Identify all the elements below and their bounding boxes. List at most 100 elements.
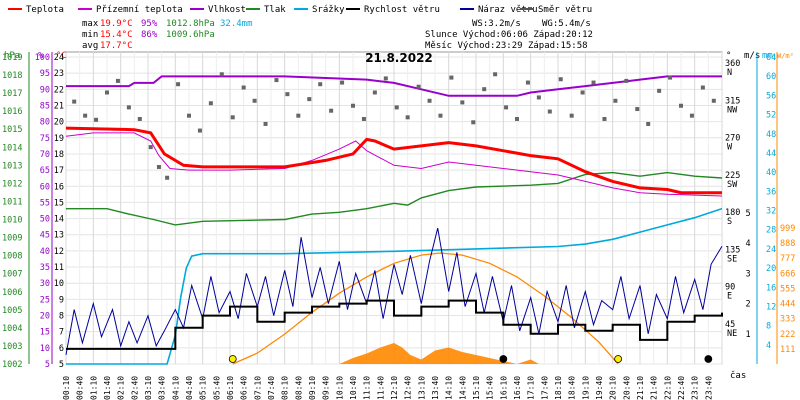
x-tick-label: 22:10: [663, 376, 672, 400]
axis-temp-tick: 5: [59, 360, 64, 370]
wind-dir-point: [394, 105, 399, 110]
axis-pct-tick: 65: [40, 166, 50, 176]
legend-label: Vlhkost: [208, 5, 246, 15]
axis-dir-name: SW: [727, 180, 738, 190]
axis-hpa-tick: 1012: [2, 179, 22, 189]
axis-temp-tick: 15: [54, 198, 64, 208]
sun-marker: [228, 355, 237, 363]
sun-marker: [614, 355, 623, 363]
axis-pct-tick: 50: [40, 215, 50, 225]
wind-dir-point: [137, 116, 142, 121]
wind-dir-point: [613, 98, 618, 103]
x-tick-label: 05:10: [199, 376, 208, 400]
wind-dir-point: [105, 90, 109, 95]
axis-hpa-tick: 1002: [2, 360, 22, 370]
axis-mm-tick: 36: [766, 187, 776, 197]
axis-wm2-label: W/m²: [777, 52, 794, 60]
wind-dir-point: [525, 80, 530, 85]
axis-wm2-tick: 777: [780, 254, 795, 264]
axis-wm2-tick: 333: [780, 315, 795, 325]
axis-dir-name: NE: [727, 329, 737, 339]
x-tick-label: 01:10: [89, 376, 98, 400]
axis-pct-tick: 10: [40, 344, 50, 354]
x-tick-label: 09:40: [322, 376, 331, 400]
axis-hpa-tick: 1013: [2, 161, 22, 171]
x-tick-label: 08:40: [294, 376, 303, 400]
x-tick-label: 03:40: [158, 376, 167, 400]
wind-dir-point: [427, 98, 432, 103]
wind-dir-point: [296, 113, 301, 118]
wind-dir-point: [165, 175, 170, 180]
wind-dir-point: [482, 87, 487, 92]
axis-pct-tick: 40: [40, 247, 50, 257]
x-axis-label: čas: [730, 370, 746, 381]
stat-avg-label: avg: [82, 41, 98, 51]
axis-hpa-tick: 1003: [2, 342, 22, 352]
axis-dir-name: W: [727, 143, 733, 153]
wind-dir-point: [711, 98, 716, 103]
wind-dir-point: [471, 120, 476, 125]
axis-pct-tick: 25: [40, 295, 50, 305]
x-tick-label: 21:10: [636, 376, 645, 400]
wind-dir-point: [94, 117, 99, 122]
axis-hpa-tick: 1008: [2, 252, 22, 262]
wind-dir-point: [460, 100, 465, 105]
axis-temp-tick: 12: [54, 247, 64, 257]
axis-pct-tick: 90: [40, 85, 50, 95]
legend-label: Přízemní teplota: [96, 5, 183, 15]
x-tick-label: 20:40: [622, 376, 631, 400]
legend-label: Tlak: [264, 5, 286, 15]
axis-ms-tick: 3: [745, 269, 750, 279]
wind-dir-point: [438, 113, 443, 118]
moon-marker: [499, 355, 508, 363]
humidity-line: [66, 75, 722, 97]
axis-temp-tick: 6: [59, 344, 64, 354]
wind-dir-point: [340, 80, 345, 85]
x-tick-label: 11:40: [376, 376, 385, 400]
wind-gust-line: [65, 227, 723, 355]
stat-min-label: min: [82, 30, 98, 40]
x-tick-label: 14:40: [458, 376, 467, 400]
axis-hpa-tick: 1010: [2, 216, 22, 226]
wind-dir-point: [252, 98, 257, 103]
x-tick-label: 03:10: [144, 376, 153, 400]
axis-ms-tick: 4: [745, 239, 750, 249]
axis-wm2-tick: 222: [780, 330, 795, 340]
axis-mm-tick: 52: [766, 111, 776, 121]
axis-mm-tick: 16: [766, 283, 776, 293]
axis-hpa-tick: 1018: [2, 71, 22, 81]
wind-dir-point: [274, 78, 279, 83]
axis-dir-label: °: [726, 51, 731, 61]
axis-pct-tick: 15: [40, 328, 50, 338]
axis-ms-tick: 1: [745, 330, 750, 340]
axis-ms-tick: 2: [745, 300, 750, 310]
x-tick-label: 20:10: [609, 376, 618, 400]
wind-dir-point: [197, 128, 202, 133]
axis-hpa-tick: 1019: [2, 53, 22, 63]
wind-dir-point: [307, 97, 312, 102]
x-tick-label: 13:10: [417, 376, 426, 400]
x-tick-label: 13:40: [431, 376, 440, 400]
x-tick-label: 14:10: [445, 376, 454, 400]
legend-label: Náraz větru: [478, 5, 538, 15]
rain-line: [66, 207, 723, 365]
axis-pct-tick: 75: [40, 134, 50, 144]
axis-temp-tick: 16: [54, 182, 64, 192]
x-tick-label: 19:10: [581, 376, 590, 400]
legend-label: Směr větru: [538, 5, 592, 15]
axis-temp-tick: 21: [54, 101, 64, 111]
wind-dir-point: [580, 90, 585, 95]
wind-dir-point: [493, 72, 498, 77]
x-tick-label: 22:40: [677, 376, 686, 400]
axis-pct-tick: 80: [40, 118, 50, 128]
wind-dir-point: [602, 116, 607, 121]
info-wg: WG:5.4m/s: [542, 19, 591, 29]
x-tick-label: 09:10: [308, 376, 317, 400]
stat-min-temp: 15.4°C: [100, 30, 133, 40]
axis-pct-tick: 60: [40, 182, 50, 192]
axis-hpa-label: hPa: [4, 51, 20, 61]
axis-dir-tick: 270: [725, 134, 740, 144]
axis-mm-tick: 8: [766, 322, 771, 332]
wind-dir-point: [416, 84, 421, 89]
